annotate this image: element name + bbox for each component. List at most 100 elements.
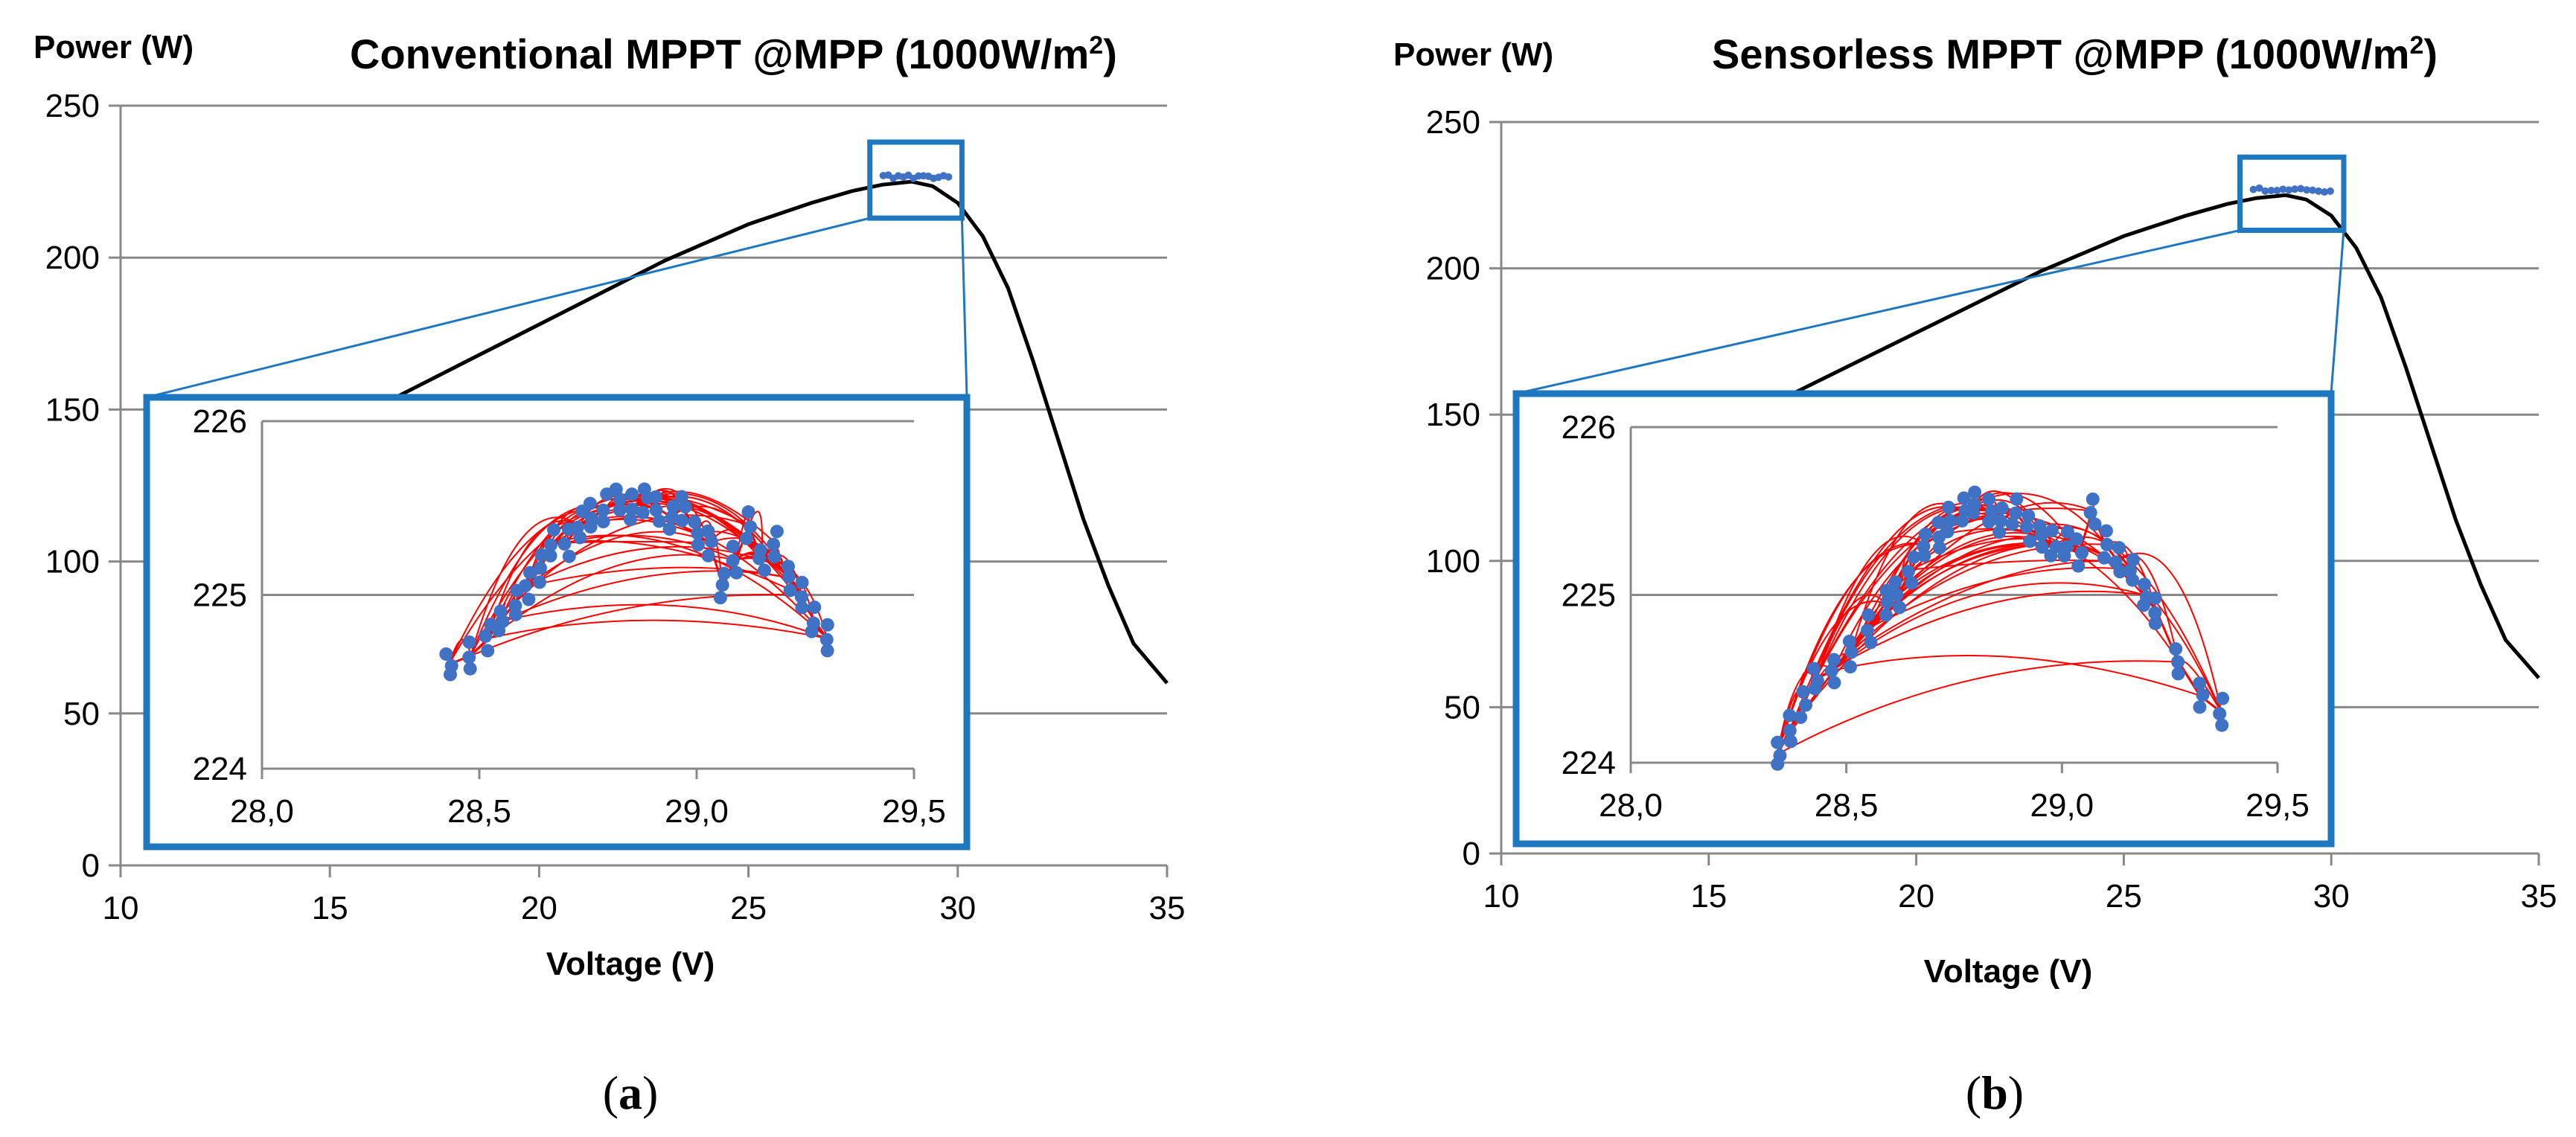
mpp-point [1842, 634, 1856, 648]
inset-trace [1884, 528, 2041, 604]
mpp-point [2216, 691, 2230, 705]
inset-trace [553, 534, 828, 639]
mpp-point [820, 644, 834, 658]
mpp-point [533, 561, 547, 575]
inset-trace [2117, 554, 2179, 662]
mpp-point [648, 490, 662, 504]
mpp-point [557, 537, 572, 551]
inset-trace [605, 499, 802, 596]
inset-xtick-label: 28,5 [447, 793, 511, 830]
chart-a-ytick-labels: 0 50 100 150 200 250 [45, 88, 100, 884]
mpp-point [729, 566, 744, 580]
inset-points [439, 482, 834, 682]
mpp-point [2113, 565, 2127, 579]
mpp-point [1941, 500, 1955, 514]
mpp-point [2099, 524, 2113, 538]
mpp-point [2009, 506, 2023, 520]
mpp-point [2148, 616, 2162, 630]
inset-xtick-label: 28,0 [230, 793, 294, 830]
mpp-point [1806, 662, 1821, 676]
mpp-point [1879, 583, 1893, 598]
mpp-point [1917, 548, 1931, 563]
mpp-point [1783, 708, 1797, 723]
inset-ytick-label: 226 [1562, 409, 1616, 446]
zoom-point [2267, 187, 2275, 195]
mpp-point [596, 515, 610, 529]
mpp-point [649, 503, 663, 517]
mpp-point [439, 647, 453, 661]
xtick-label: 30 [939, 890, 976, 926]
mpp-point [767, 550, 782, 564]
inset-trace [1777, 660, 2179, 755]
mpp-point [805, 624, 819, 638]
mpp-point [462, 635, 476, 649]
mpp-point [584, 520, 598, 534]
inset-frame [143, 394, 971, 851]
zoom-point [2285, 186, 2293, 194]
mpp-point [2035, 540, 2049, 554]
inset-frame [1512, 390, 2335, 848]
inset-trace [470, 516, 580, 656]
mpp-point [1901, 565, 1915, 579]
chart-b-inset: 224 225 226 28,0 28,5 29,0 29,5 [1512, 390, 2335, 848]
mpp-point [717, 566, 732, 580]
mpp-point [1799, 698, 1813, 712]
xtick-label: 20 [1898, 878, 1934, 915]
inset-trace [500, 570, 788, 622]
chart-b-pv-curve [1646, 193, 2540, 679]
callout-line-left [1515, 229, 2240, 395]
zoom-point [2261, 187, 2269, 195]
chart-b-ytick-labels: 0 50 100 150 200 250 [1426, 104, 1480, 872]
mpp-point [1880, 595, 1894, 609]
chart-b-xtick-labels: 10 15 20 25 30 35 [1483, 878, 2557, 915]
mpp-point [2010, 492, 2024, 506]
mpp-point [1932, 541, 1946, 555]
zoom-point [2303, 186, 2311, 194]
mpp-point [609, 482, 623, 496]
mpp-point [2215, 718, 2229, 732]
mpp-point [783, 583, 797, 598]
inset-trace [1911, 537, 2067, 571]
mpp-point [1992, 525, 2007, 539]
mpp-point [741, 505, 755, 519]
mpp-point [758, 563, 772, 577]
mpp-point [666, 499, 680, 513]
mpp-point [2022, 509, 2036, 523]
mpp-point [2088, 517, 2102, 531]
mpp-point [767, 537, 781, 551]
mpp-point [623, 513, 637, 527]
mpp-point [652, 514, 666, 528]
mpp-point [752, 551, 767, 566]
panel-b-label: (b) [1966, 1066, 2024, 1119]
inset-ytick-label: 224 [193, 751, 247, 787]
mpp-point [701, 524, 715, 538]
mpp-point [1968, 485, 1982, 499]
ytick-label: 250 [1426, 104, 1480, 141]
mpp-point [688, 515, 702, 529]
mpp-point [2100, 537, 2114, 551]
mpp-point [1824, 664, 1838, 678]
ytick-label: 0 [1463, 836, 1480, 872]
mpp-point [2126, 553, 2141, 567]
mpp-point [1864, 635, 1878, 650]
mpp-point [1940, 525, 1955, 539]
mpp-point [1827, 676, 1841, 690]
mpp-point [625, 502, 639, 516]
inset-xtick-label: 29,0 [2030, 787, 2094, 824]
inset-trace [470, 593, 802, 657]
mpp-point [2019, 520, 2033, 534]
zoom-box [867, 139, 965, 221]
inset-ytick-label: 224 [1562, 745, 1616, 781]
mpp-point [2148, 591, 2162, 605]
mpp-point [2070, 532, 2084, 546]
xtick-label: 15 [312, 890, 348, 926]
inset-ytick-label: 226 [193, 403, 247, 440]
inset-trace [1815, 535, 1925, 679]
ytick-label: 150 [45, 391, 100, 428]
mpp-point [1861, 608, 1876, 622]
mpp-point [613, 503, 627, 517]
mpp-point [543, 538, 557, 552]
mpp-point [2148, 606, 2162, 620]
mpp-point [2071, 559, 2086, 573]
mpp-point [1771, 757, 1785, 771]
